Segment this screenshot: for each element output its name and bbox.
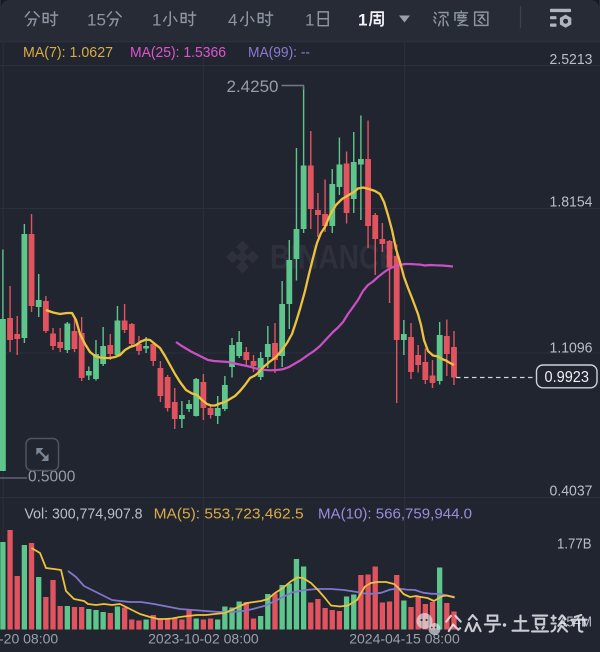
svg-text:0.9923: 0.9923 <box>545 369 590 386</box>
svg-text:0.4037: 0.4037 <box>550 483 593 500</box>
svg-text:0.5000: 0.5000 <box>28 469 76 486</box>
svg-text:1.77B: 1.77B <box>557 536 592 553</box>
svg-text:1.1096: 1.1096 <box>550 340 593 357</box>
svg-text:MA(99): --: MA(99): -- <box>248 44 310 61</box>
svg-text:2.4250: 2.4250 <box>227 77 279 96</box>
svg-text:15: 15 <box>87 11 106 30</box>
svg-text:2023-10-02 08:00: 2023-10-02 08:00 <box>148 631 259 647</box>
svg-text:Vol: 300,774,907.8: Vol: 300,774,907.8 <box>25 507 143 523</box>
svg-text:1: 1 <box>358 11 367 30</box>
svg-text:2.5213: 2.5213 <box>550 51 593 68</box>
svg-text:MA(7): 1.0627: MA(7): 1.0627 <box>23 44 113 61</box>
svg-text:2024-04-15 08:00: 2024-04-15 08:00 <box>349 631 460 647</box>
svg-text:MA(25): 1.5366: MA(25): 1.5366 <box>130 44 226 61</box>
svg-text:1: 1 <box>305 11 314 30</box>
svg-text:MA(5): 553,723,462.5: MA(5): 553,723,462.5 <box>154 507 304 523</box>
svg-text:MA(10): 566,759,944.0: MA(10): 566,759,944.0 <box>318 507 472 523</box>
svg-text:1: 1 <box>152 11 161 30</box>
svg-text:1.8154: 1.8154 <box>550 194 593 211</box>
svg-text:-20 08:00: -20 08:00 <box>0 631 58 647</box>
svg-text:4: 4 <box>228 11 237 30</box>
